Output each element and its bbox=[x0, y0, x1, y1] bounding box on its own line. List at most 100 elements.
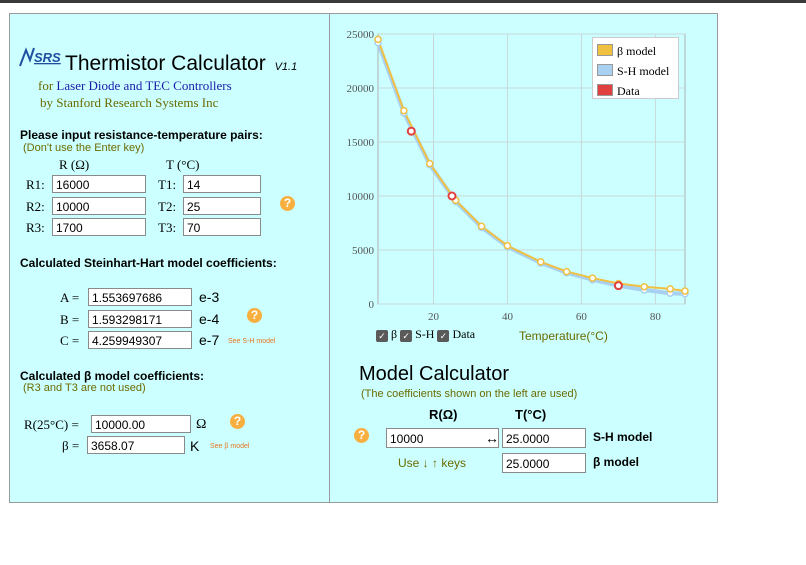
series-point-beta bbox=[374, 35, 382, 44]
col-t-header: T (°C) bbox=[166, 157, 200, 172]
r2-input[interactable]: 10000 bbox=[52, 197, 146, 215]
calc-keys-hint: Use ↓ ↑ keys bbox=[398, 456, 467, 470]
app-title: Thermistor Calculator V1.1 bbox=[65, 52, 297, 76]
r25-value[interactable]: 10000.00 bbox=[91, 415, 191, 433]
legend-label-data: Data bbox=[617, 84, 640, 98]
srs-logo-mark: SRS bbox=[19, 47, 61, 67]
series-point-beta bbox=[536, 258, 545, 266]
y-tick-label: 10000 bbox=[347, 191, 375, 203]
x-tick-label: 80 bbox=[650, 311, 662, 323]
x-tick-label: 60 bbox=[576, 311, 588, 323]
toggle-sh-label: S-H bbox=[415, 327, 435, 341]
chart-legend: β model S-H model Data bbox=[592, 37, 679, 99]
toggle-data-checkbox[interactable]: ✓ bbox=[437, 330, 450, 342]
t3-label: T3: bbox=[158, 220, 177, 235]
beta-label: β = bbox=[62, 438, 80, 453]
t1-label: T1: bbox=[158, 177, 177, 192]
x-axis-label: Temperature(°C) bbox=[519, 329, 608, 343]
model-calc-hint: (The coefficients shown on the left are … bbox=[361, 388, 578, 400]
calc-beta-temp-input[interactable]: 25.0000 bbox=[502, 453, 586, 473]
coef-c-exp: e-7 bbox=[199, 332, 220, 348]
sh-heading: Calculated Steinhart-Hart model coeffici… bbox=[20, 256, 277, 270]
beta-help-icon[interactable]: ? bbox=[230, 414, 245, 429]
y-tick-label: 0 bbox=[369, 299, 375, 311]
series-point-beta bbox=[640, 282, 649, 291]
t2-input[interactable]: 25 bbox=[183, 197, 261, 215]
t2-label: T2: bbox=[158, 199, 177, 214]
pairs-help-icon[interactable]: ? bbox=[280, 196, 295, 211]
sh-help-icon[interactable]: ? bbox=[247, 308, 262, 323]
srs-logo: SRS bbox=[18, 44, 62, 75]
beta-value[interactable]: 3658.07 bbox=[87, 436, 185, 454]
legend-label-beta: β model bbox=[617, 44, 657, 58]
calc-beta-label: β model bbox=[593, 455, 639, 469]
series-point-beta bbox=[400, 106, 408, 115]
beta-heading: Calculated β model coefficients: bbox=[20, 369, 205, 383]
t3-input[interactable]: 70 bbox=[183, 218, 261, 236]
coef-b-exp: e-4 bbox=[199, 311, 220, 327]
r1-label: R1: bbox=[26, 177, 45, 192]
series-point-beta bbox=[681, 287, 689, 295]
series-point-beta bbox=[503, 241, 512, 250]
app-version: V1.1 bbox=[274, 61, 298, 73]
calc-sh-label: S-H model bbox=[593, 430, 653, 444]
legend-item-beta: β model bbox=[597, 41, 674, 61]
subtitle-for: for bbox=[38, 78, 54, 93]
coef-c-label: C = bbox=[60, 333, 80, 348]
r1-input[interactable]: 16000 bbox=[52, 175, 146, 193]
legend-swatch-data bbox=[597, 84, 613, 96]
coef-c-value[interactable]: 4.259949307 bbox=[88, 331, 192, 349]
series-point-beta bbox=[588, 274, 597, 282]
subtitle-product-link[interactable]: Laser Diode and TEC Controllers bbox=[56, 78, 232, 93]
coef-a-exp: e-3 bbox=[199, 289, 220, 305]
calc-sh-temp-input[interactable]: 25.0000 bbox=[502, 428, 586, 448]
legend-swatch-sh bbox=[597, 64, 613, 76]
calc-col-t-header: T(°C) bbox=[515, 407, 547, 422]
input-panel: SRS Thermistor Calculator V1.1 for Laser… bbox=[9, 13, 330, 503]
legend-swatch-beta bbox=[597, 44, 613, 56]
pairs-hint: (Don't use the Enter key) bbox=[23, 142, 145, 154]
subtitle-product: for Laser Diode and TEC Controllers bbox=[38, 78, 232, 94]
y-tick-label: 25000 bbox=[347, 29, 375, 41]
subtitle-by: by Stanford Research Systems Inc bbox=[40, 95, 219, 110]
browser-top-edge bbox=[0, 0, 806, 3]
coef-a-value[interactable]: 1.553697686 bbox=[88, 288, 192, 306]
calc-help-icon[interactable]: ? bbox=[354, 428, 369, 443]
r25-label: R(25°C) = bbox=[24, 417, 79, 432]
y-tick-label: 5000 bbox=[352, 245, 375, 257]
coef-b-value[interactable]: 1.593298171 bbox=[88, 310, 192, 328]
series-point-beta bbox=[666, 285, 674, 293]
series-point-beta bbox=[477, 222, 486, 230]
y-tick-label: 15000 bbox=[347, 137, 375, 149]
x-tick-label: 40 bbox=[502, 311, 514, 323]
calc-col-r-header: R(Ω) bbox=[429, 407, 458, 422]
beta-hint: (R3 and T3 are not used) bbox=[23, 382, 146, 394]
data-point bbox=[447, 191, 457, 201]
x-tick-label: 20 bbox=[428, 311, 440, 323]
srs-logo-text: SRS bbox=[34, 50, 61, 65]
series-toggles: ✓ β ✓ S-H ✓ Data bbox=[376, 327, 475, 342]
toggle-beta-label: β bbox=[391, 327, 398, 341]
calc-resistance-input[interactable]: 10000 bbox=[386, 428, 499, 448]
calc-arrow: ↔ bbox=[485, 430, 499, 446]
r3-input[interactable]: 1700 bbox=[52, 218, 146, 236]
model-calc-title: Model Calculator bbox=[359, 363, 510, 385]
data-point bbox=[613, 281, 623, 291]
col-r-header: R (Ω) bbox=[59, 157, 90, 172]
toggle-beta-checkbox[interactable]: ✓ bbox=[376, 330, 388, 342]
legend-item-sh: S-H model bbox=[597, 61, 674, 81]
y-tick-label: 20000 bbox=[347, 83, 375, 95]
t1-input[interactable]: 14 bbox=[183, 175, 261, 193]
toggle-sh-checkbox[interactable]: ✓ bbox=[400, 330, 413, 342]
app-title-text: Thermistor Calculator bbox=[65, 52, 266, 75]
data-point bbox=[406, 126, 416, 136]
legend-label-sh: S-H model bbox=[617, 64, 670, 78]
coef-b-label: B = bbox=[60, 312, 80, 327]
legend-item-data: Data bbox=[597, 81, 674, 101]
see-sh-model-link[interactable]: See S-H model bbox=[228, 338, 276, 345]
r3-label: R3: bbox=[26, 220, 45, 235]
see-beta-model-link[interactable]: See β model bbox=[210, 443, 250, 450]
r2-label: R2: bbox=[26, 199, 45, 214]
series-point-beta bbox=[562, 267, 571, 276]
beta-unit: K bbox=[190, 438, 200, 454]
